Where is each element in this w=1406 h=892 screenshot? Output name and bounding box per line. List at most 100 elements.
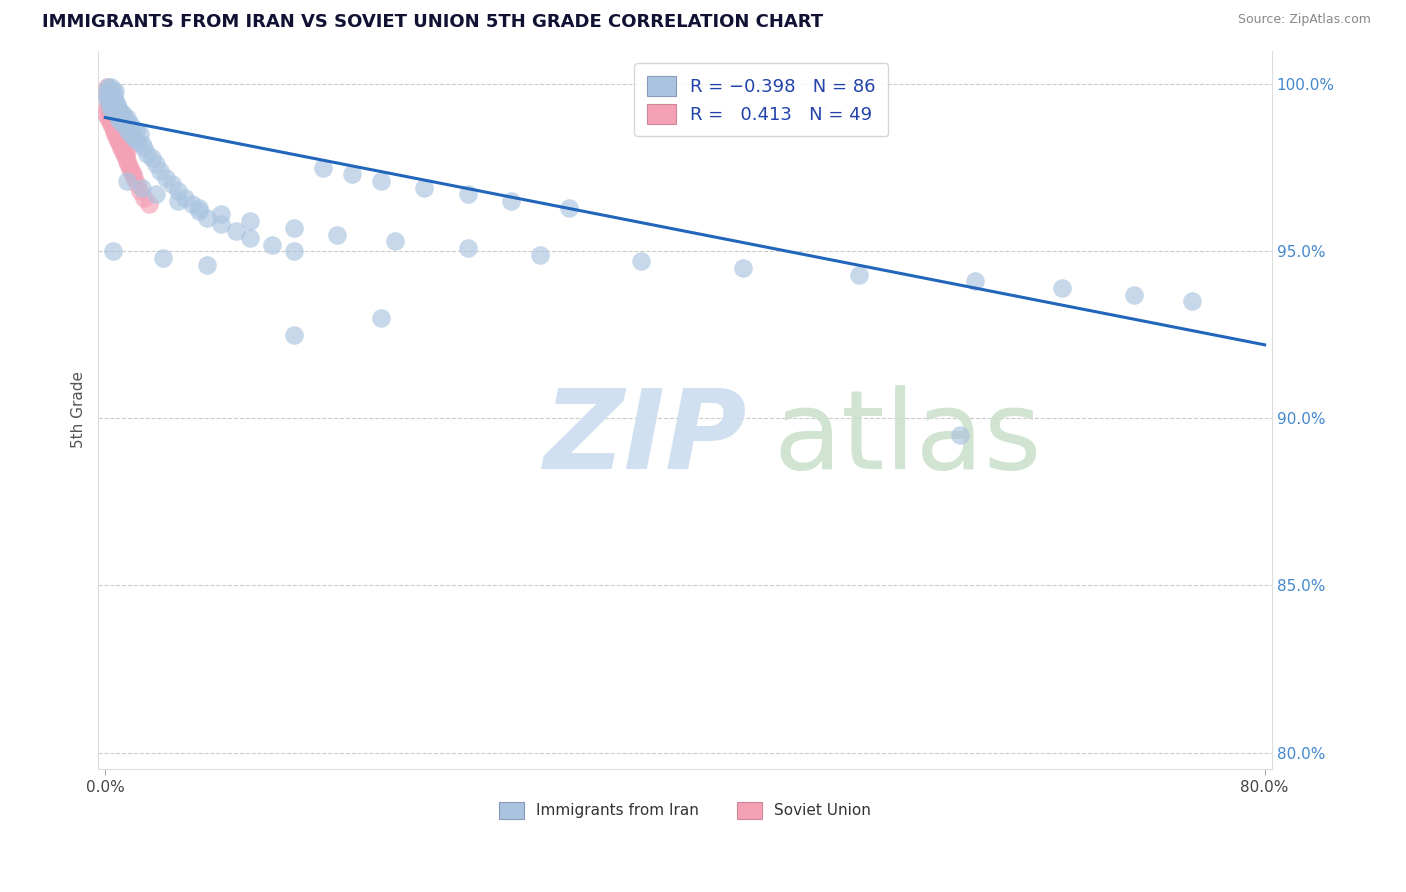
- Point: [630, 254, 652, 268]
- Point: [107, 134, 129, 148]
- Point: [112, 111, 135, 125]
- Point: [108, 137, 131, 152]
- Point: [111, 144, 134, 158]
- Point: [117, 124, 139, 138]
- Point: [949, 428, 972, 442]
- Point: [124, 130, 146, 145]
- Text: ZIP: ZIP: [544, 385, 748, 492]
- Point: [136, 147, 159, 161]
- Point: [529, 247, 551, 261]
- Point: [100, 117, 122, 131]
- Point: [145, 157, 167, 171]
- Point: [963, 274, 986, 288]
- Point: [166, 194, 188, 208]
- Point: [98, 90, 121, 104]
- Point: [103, 101, 125, 115]
- Point: [100, 87, 122, 102]
- Point: [370, 174, 392, 188]
- Point: [110, 140, 132, 154]
- Point: [98, 114, 121, 128]
- Point: [127, 178, 149, 192]
- Point: [413, 180, 436, 194]
- Point: [104, 94, 127, 108]
- Point: [97, 80, 120, 95]
- Point: [283, 327, 305, 342]
- Text: IMMIGRANTS FROM IRAN VS SOVIET UNION 5TH GRADE CORRELATION CHART: IMMIGRANTS FROM IRAN VS SOVIET UNION 5TH…: [42, 13, 824, 31]
- Point: [96, 90, 118, 104]
- Point: [152, 251, 174, 265]
- Point: [111, 117, 134, 131]
- Point: [118, 117, 141, 131]
- Point: [110, 107, 132, 121]
- Point: [121, 167, 143, 181]
- Point: [108, 103, 131, 118]
- Point: [188, 204, 211, 219]
- Point: [97, 97, 120, 112]
- Point: [101, 103, 124, 118]
- Point: [174, 191, 197, 205]
- Point: [166, 184, 188, 198]
- Point: [101, 84, 124, 98]
- Point: [107, 114, 129, 128]
- Point: [115, 174, 138, 188]
- Point: [239, 214, 262, 228]
- Text: Source: ZipAtlas.com: Source: ZipAtlas.com: [1237, 13, 1371, 27]
- Point: [115, 120, 138, 135]
- Point: [103, 90, 125, 104]
- Point: [100, 97, 122, 112]
- Point: [107, 111, 129, 125]
- Point: [105, 97, 128, 112]
- Point: [96, 101, 118, 115]
- Point: [149, 164, 172, 178]
- Point: [101, 244, 124, 259]
- Point: [1050, 281, 1073, 295]
- Point: [134, 191, 156, 205]
- Point: [129, 127, 152, 141]
- Point: [98, 101, 121, 115]
- Point: [283, 244, 305, 259]
- Point: [115, 153, 138, 168]
- Point: [104, 117, 127, 131]
- Point: [98, 103, 121, 118]
- Point: [125, 124, 148, 138]
- Point: [110, 130, 132, 145]
- Point: [103, 114, 125, 128]
- Point: [209, 218, 232, 232]
- Point: [96, 80, 118, 95]
- Point: [97, 87, 120, 102]
- Point: [283, 220, 305, 235]
- Point: [115, 144, 138, 158]
- Point: [384, 234, 406, 248]
- Text: atlas: atlas: [773, 385, 1042, 492]
- Point: [188, 201, 211, 215]
- Point: [103, 124, 125, 138]
- Point: [94, 107, 117, 121]
- Point: [311, 161, 333, 175]
- Point: [1181, 294, 1204, 309]
- Point: [457, 187, 479, 202]
- Point: [112, 137, 135, 152]
- Point: [108, 114, 131, 128]
- Point: [1123, 287, 1146, 301]
- Point: [141, 151, 163, 165]
- Point: [120, 127, 142, 141]
- Point: [457, 241, 479, 255]
- Point: [107, 124, 129, 138]
- Point: [108, 127, 131, 141]
- Point: [239, 231, 262, 245]
- Point: [101, 111, 124, 125]
- Point: [96, 90, 118, 104]
- Point: [105, 107, 128, 121]
- Legend: Immigrants from Iran, Soviet Union: Immigrants from Iran, Soviet Union: [492, 795, 879, 826]
- Point: [160, 178, 183, 192]
- Point: [96, 84, 118, 98]
- Point: [225, 224, 247, 238]
- Point: [101, 101, 124, 115]
- Point: [131, 137, 153, 152]
- Point: [155, 170, 177, 185]
- Point: [115, 111, 138, 125]
- Point: [138, 197, 160, 211]
- Point: [127, 134, 149, 148]
- Point: [104, 103, 127, 118]
- Point: [340, 167, 363, 181]
